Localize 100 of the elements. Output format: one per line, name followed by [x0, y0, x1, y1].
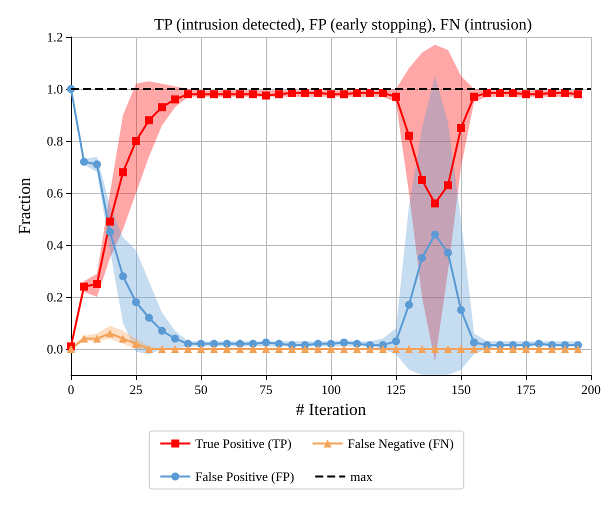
x-tick-label: 125 — [386, 382, 406, 397]
point — [405, 132, 413, 140]
point — [93, 160, 101, 168]
point — [197, 345, 205, 353]
point — [158, 345, 166, 353]
x-tick-label: 50 — [194, 382, 208, 397]
point — [574, 345, 582, 353]
point — [106, 228, 114, 236]
point — [236, 345, 244, 353]
point — [301, 88, 309, 97]
point — [353, 345, 361, 353]
point — [340, 90, 348, 98]
point — [314, 345, 322, 353]
point — [93, 280, 101, 288]
point — [561, 88, 569, 97]
legend-label: False Negative (FN) — [348, 436, 454, 451]
point — [470, 345, 478, 353]
point — [184, 345, 192, 353]
point — [353, 88, 361, 97]
point — [431, 199, 439, 208]
point — [457, 124, 465, 132]
point — [80, 282, 88, 291]
point — [509, 345, 517, 353]
y-tick-label: 0.8 — [46, 134, 63, 148]
point — [119, 334, 127, 343]
y-tick-label: 0.6 — [46, 186, 64, 200]
point — [145, 314, 153, 322]
point — [236, 340, 244, 348]
point — [548, 88, 556, 97]
point — [106, 329, 114, 338]
point — [379, 88, 387, 97]
point — [496, 88, 504, 97]
point — [119, 272, 127, 280]
point — [67, 345, 75, 353]
point — [171, 95, 179, 104]
point — [145, 345, 153, 353]
point — [275, 340, 283, 348]
y-axis-title: Fraction — [15, 177, 34, 234]
point — [197, 90, 205, 98]
point — [106, 218, 114, 226]
point — [470, 338, 478, 346]
y-tick-label: 0.2 — [46, 290, 63, 304]
point — [314, 340, 322, 348]
point — [379, 345, 387, 353]
point — [119, 168, 127, 176]
point — [301, 345, 309, 353]
point — [340, 345, 348, 353]
point — [158, 103, 166, 112]
point — [561, 345, 569, 353]
point — [132, 137, 140, 145]
point — [80, 334, 88, 343]
point — [535, 345, 543, 353]
point — [249, 340, 257, 348]
point — [210, 340, 218, 348]
point — [327, 340, 335, 348]
point — [327, 90, 335, 98]
point — [223, 345, 231, 353]
legend-label: False Positive (FP) — [195, 469, 294, 484]
point — [158, 326, 166, 335]
point — [535, 340, 543, 348]
point — [418, 176, 426, 184]
x-tick-label: 200 — [581, 382, 601, 397]
point — [275, 90, 283, 98]
point — [509, 88, 517, 97]
point — [444, 181, 452, 190]
point — [431, 345, 439, 353]
point — [483, 345, 491, 353]
point — [145, 116, 153, 124]
point — [184, 340, 192, 348]
point — [249, 90, 257, 98]
point — [535, 90, 543, 98]
x-tick-label: 0 — [68, 382, 74, 397]
point — [275, 345, 283, 353]
point — [340, 338, 348, 346]
point — [314, 88, 322, 97]
point — [288, 345, 296, 353]
point — [210, 345, 218, 353]
point — [522, 90, 530, 98]
point — [392, 345, 400, 353]
point — [171, 334, 179, 343]
point — [496, 345, 504, 353]
point — [418, 345, 426, 353]
point — [197, 340, 205, 348]
point — [457, 306, 465, 314]
point — [249, 345, 257, 353]
point — [236, 90, 244, 98]
legend-label: True Positive (TP) — [195, 436, 292, 451]
point — [210, 90, 218, 98]
point — [262, 345, 270, 353]
point — [405, 345, 413, 353]
point — [132, 340, 140, 348]
y-tick-label: 1.2 — [46, 30, 63, 44]
x-tick-label: 100 — [321, 382, 341, 397]
point — [223, 90, 231, 98]
point — [262, 92, 270, 100]
point — [80, 158, 88, 166]
point — [483, 88, 491, 97]
point — [392, 337, 400, 346]
point — [457, 345, 465, 353]
x-tick-label: 150 — [451, 382, 471, 397]
